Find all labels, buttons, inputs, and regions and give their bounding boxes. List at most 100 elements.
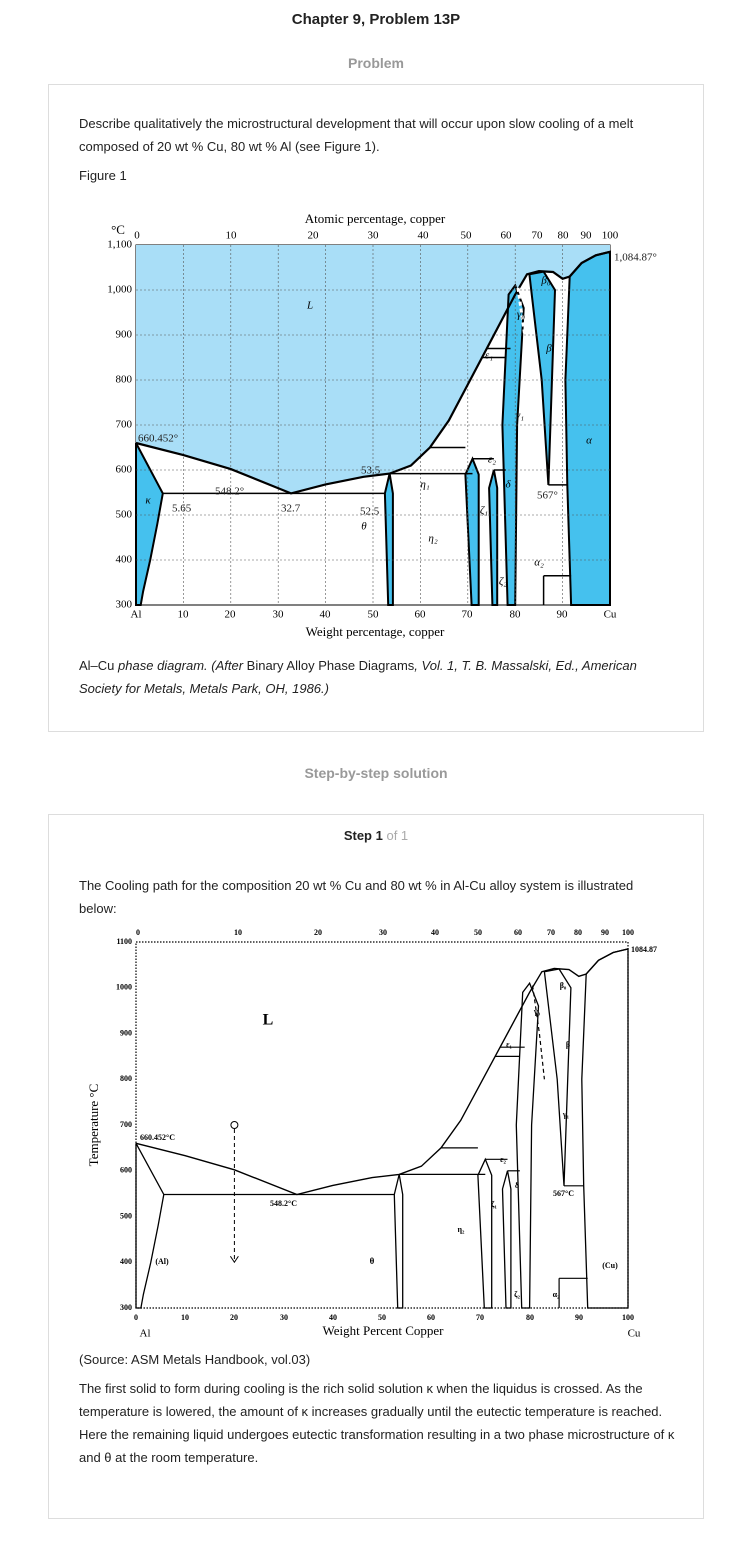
figure-2: 0 10 20 30 40 50 60 70 80 90 1000 10 20 30 40 50 60 70 80 9…: [86, 928, 657, 1340]
phase-region: [135, 442, 164, 606]
annotation: 660.452°: [138, 433, 178, 445]
bottom-tick-label: 10: [178, 609, 190, 621]
y-tick-label: 400: [116, 554, 133, 566]
top-tick-label: 20: [314, 928, 322, 937]
step-label: Step 1: [343, 828, 383, 843]
annotation: 53.5: [361, 465, 381, 477]
phase-region: [135, 1142, 165, 1309]
y-tick-label: 1,100: [107, 239, 132, 251]
caption-part: phase diagram. (After: [118, 658, 247, 673]
phase-region: [383, 473, 394, 606]
top-tick-label: 60: [514, 928, 522, 937]
dashed-boundary: [516, 287, 531, 381]
top-tick-label: 50: [474, 928, 482, 937]
y-tick-label: 700: [120, 1120, 132, 1129]
bottom-tick-label: 60: [415, 609, 427, 621]
bottom-tick-label: 70: [462, 609, 474, 621]
top-tick-label: 30: [368, 230, 380, 242]
liquidus: [135, 250, 611, 495]
section-heading: Step-by-step solution: [304, 765, 448, 781]
top-tick-label: 40: [431, 928, 439, 937]
end-label: Al: [140, 1328, 151, 1340]
phase-label: ζ₂: [514, 1290, 520, 1299]
y-tick-label: 600: [120, 1166, 132, 1175]
figure-1: 0 10 20 30 40 50 60 70 80 90 100 Al 10 20 30 40 50 60 70 80…: [107, 211, 657, 639]
source: (Source: ASM Metals Handbook, vol.03): [79, 1352, 311, 1367]
phase-label: L: [306, 300, 313, 312]
top-tick-label: 50: [461, 230, 473, 242]
top-tick-label: 80: [574, 928, 582, 937]
phase-label: ζ₁: [480, 505, 488, 517]
bottom-tick-label: 100: [622, 1313, 634, 1322]
phase-label: ε₁: [485, 350, 493, 362]
figure-label: Figure 1: [79, 168, 127, 183]
y-tick-label: 300: [116, 599, 133, 611]
phase-label: β: [566, 1040, 570, 1049]
phase-region: [464, 456, 480, 606]
phase-label: α: [586, 435, 592, 447]
bottom-tick-label: 80: [510, 609, 522, 621]
phase-label: γ₁: [562, 1110, 570, 1119]
phase-label: ζ₁: [491, 1200, 497, 1209]
phase-label: δ: [505, 479, 511, 491]
caption-part: Al–Cu: [79, 658, 119, 673]
top-tick-label: 10: [234, 928, 242, 937]
bottom-tick-label: 50: [368, 609, 380, 621]
y-tick-label: 1,000: [107, 284, 132, 296]
phase-label: (Cu): [602, 1261, 618, 1270]
arrow-head: [229, 1255, 239, 1264]
dashed-boundary: [532, 985, 545, 1080]
y-tick-label: 900: [116, 329, 133, 341]
phase-label: γ₀: [533, 1007, 541, 1016]
phase-label: η₁: [420, 479, 429, 491]
phase-label: γ₁: [516, 410, 524, 422]
axis-label: Atomic percentage, copper: [305, 211, 446, 226]
axis-label: Weight Percent Copper: [323, 1323, 445, 1338]
y-tick-label: 500: [120, 1211, 132, 1220]
top-tick-label: 0: [134, 230, 140, 242]
phase-label: η₂: [428, 533, 437, 545]
y-tick-label: 1100: [116, 937, 132, 946]
bottom-tick-label: 40: [329, 1313, 337, 1322]
annotation: 5.65: [172, 503, 192, 515]
bottom-tick-label: Cu: [604, 609, 617, 621]
top-tick-label: 70: [532, 230, 544, 242]
phase-label: β: [545, 343, 552, 355]
top-tick-label: 40: [418, 230, 430, 242]
caption: Al–Cu phase diagram. (After Binary Alloy…: [79, 654, 679, 700]
y-tick-label: 500: [116, 509, 133, 521]
end-label: Cu: [628, 1328, 641, 1340]
phase-region: [477, 1157, 493, 1309]
bottom-tick-label: 30: [273, 609, 285, 621]
phase-label: α₂: [534, 557, 544, 569]
top-tick-label: 80: [558, 230, 570, 242]
bottom-tick-label: 50: [378, 1313, 386, 1322]
phase-region: [515, 981, 540, 1309]
solution-intro: The Cooling path for the composition 20 …: [79, 878, 634, 916]
annotation: 548.2°C: [270, 1199, 297, 1208]
top-tick-label: 100: [602, 230, 619, 242]
plot-area: [135, 941, 629, 1309]
start-point: [230, 1121, 239, 1129]
problem-text: Describe qualitatively the microstructur…: [79, 116, 634, 154]
phase-label: δ: [515, 1181, 519, 1190]
phase-label: θ: [361, 521, 367, 533]
y-tick-label: 400: [120, 1257, 132, 1266]
section-heading: Problem: [347, 55, 404, 71]
bottom-tick-label: 20: [225, 609, 237, 621]
bottom-tick-label: 30: [280, 1313, 288, 1322]
phase-label: α₂: [553, 1290, 560, 1299]
bottom-tick-label: 80: [526, 1313, 534, 1322]
phase-region: [393, 1174, 404, 1309]
phase-label: ζ₂: [499, 576, 507, 588]
annotation: 548.2°: [215, 486, 244, 498]
top-tick-label: 90: [581, 230, 593, 242]
step-heading: Step 1 of 1: [0, 828, 752, 843]
annotation: 567°: [537, 490, 558, 502]
y-tick-label: 1000: [116, 983, 132, 992]
bottom-tick-label: 0: [134, 1313, 138, 1322]
axis-label: Weight percentage, copper: [306, 624, 445, 639]
bottom-tick-label: 70: [476, 1313, 484, 1322]
phase-label: (Al): [155, 1257, 169, 1266]
